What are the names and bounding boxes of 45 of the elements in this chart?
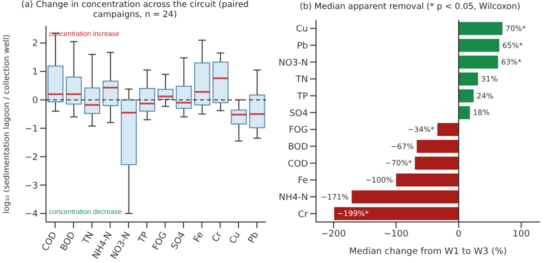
x-tick-label: −200 (321, 229, 346, 240)
y-tick-label: 2 (32, 39, 38, 50)
x-tick-label: 100 (512, 229, 530, 240)
x-tick-label: Cu (228, 230, 243, 246)
y-tick-label: −2 (24, 152, 38, 163)
y-tick-label: Cr (298, 210, 308, 220)
y-tick-label: NH4-N (278, 192, 308, 203)
x-tick-label: Cr (210, 230, 225, 244)
y-tick-label: COD (288, 159, 308, 170)
bar (414, 156, 459, 170)
x-tick-label: TP (136, 230, 152, 246)
y-tick-label: −4 (24, 210, 38, 220)
y-tick-label: SO4 (289, 108, 308, 119)
x-tick-label: Fe (192, 230, 206, 244)
bar (458, 22, 502, 36)
chart-title: (b) Median apparent removal (* p < 0.05, Wilcoxon) (298, 1, 522, 14)
bar (416, 140, 459, 153)
y-tick-label: BOD (288, 142, 308, 152)
y-tick-label: 0 (32, 96, 38, 106)
bar (458, 106, 470, 120)
bar (334, 207, 459, 220)
bar (352, 190, 459, 204)
y-tick-label: 1 (32, 68, 38, 78)
x-tick-label: Pb (246, 230, 262, 246)
y-tick-label: Cu (296, 24, 308, 35)
x-axis-title: Median change from W1 to W3 (%) (349, 247, 507, 257)
y-axis-title: log₁₀ (sedimentation lagoon / collection well) (2, 34, 11, 214)
y-tick-label: TN (294, 75, 308, 86)
y-tick-label: Fe (298, 176, 308, 186)
y-tick-label: FOG (288, 126, 308, 136)
y-tick-label: −3 (24, 181, 38, 192)
bar (458, 38, 500, 52)
bar (458, 56, 498, 69)
bar (437, 123, 459, 136)
x-tick-label: 0 (456, 229, 462, 240)
bar (396, 174, 459, 187)
x-tick-label: TN (80, 230, 96, 247)
chart-title: (a) Change in concentration across the circuit (paired campaigns, n = 24) (20, 0, 250, 22)
y-tick-label: −1 (24, 124, 38, 134)
bar (458, 89, 474, 102)
y-tick-label: TP (296, 92, 309, 102)
bar (458, 72, 478, 86)
y-tick-label: NO3-N (278, 58, 308, 68)
y-tick-label: Pb (296, 41, 308, 52)
x-tick-label: −100 (384, 229, 409, 240)
